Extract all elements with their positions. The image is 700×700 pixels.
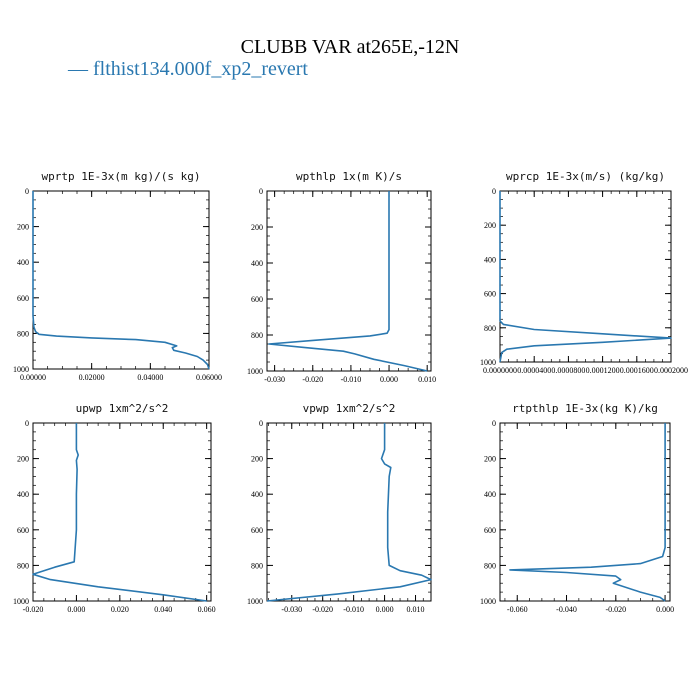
panel-title: wpthlp 1x(m K)/s: [296, 170, 402, 183]
x-tick-label: 0.010: [407, 605, 425, 614]
panel-title: rtpthlp 1E-3x(kg K)/kg: [512, 402, 658, 415]
x-tick-label: 0.010: [418, 375, 436, 384]
x-tick-label: 0.040: [154, 605, 172, 614]
figure-title: CLUBB VAR at265E,-12N: [240, 36, 460, 58]
y-tick-label: 1000: [13, 597, 29, 606]
series-line: [509, 423, 666, 602]
panel-title: wprtp 1E-3x(m kg)/(s kg): [42, 170, 201, 183]
plot-frame: [32, 422, 212, 602]
panel-title: upwp 1xm^2/s^2: [76, 402, 169, 415]
y-tick-label: 1000: [480, 358, 496, 367]
y-tick-label: 0: [259, 187, 263, 196]
x-tick-label: 0.000: [376, 605, 394, 614]
x-tick-label: 0.04000: [137, 373, 163, 382]
series-line: [32, 423, 207, 602]
x-tick-label: -0.030: [264, 375, 285, 384]
y-tick-label: 0: [492, 419, 496, 428]
x-tick-label: 0.0000400: [517, 366, 551, 375]
y-tick-label: 0: [25, 419, 29, 428]
y-tick-label: 0: [25, 187, 29, 196]
chart-panel-2: wpthlp 1x(m K)/s -0.030 -0.020 -0.010 0.000 0…: [247, 170, 436, 384]
chart-panel-5: vpwp 1xm^2/s^2 -0.030 -0.020 -0.010 0.000 0.0…: [247, 402, 432, 614]
y-tick-label: 1000: [247, 367, 263, 376]
y-tick-label: 200: [17, 223, 29, 232]
y-tick-label: 600: [484, 290, 496, 299]
x-tick-label: 0.020: [111, 605, 129, 614]
x-tick-label: 0.060: [198, 605, 216, 614]
y-tick-label: 1000: [247, 597, 263, 606]
x-tick-label: 0.00000: [20, 373, 46, 382]
y-tick-label: 600: [17, 294, 29, 303]
y-tick-label: 800: [484, 561, 496, 570]
plot-frame: [32, 190, 210, 370]
x-tick-label: -0.020: [302, 375, 323, 384]
y-tick-label: 400: [484, 255, 496, 264]
y-tick-label: 1000: [13, 365, 29, 374]
y-tick-label: 800: [17, 329, 29, 338]
plot-frame: [266, 422, 432, 602]
x-tick-label: 0.000: [67, 605, 85, 614]
panel-title: vpwp 1xm^2/s^2: [303, 402, 396, 415]
chart-panel-6: rtpthlp 1E-3x(kg K)/kg -0.060 -0.040 -0.020…: [480, 402, 674, 614]
series-line: [499, 191, 672, 363]
y-tick-label: 0: [259, 419, 263, 428]
x-tick-label: 0.0002000: [654, 366, 688, 375]
x-tick-label: 0.06000: [196, 373, 222, 382]
x-tick-label: -0.060: [507, 605, 528, 614]
x-tick-label: -0.020: [605, 605, 626, 614]
y-tick-label: 600: [484, 526, 496, 535]
y-tick-label: 600: [17, 526, 29, 535]
x-tick-label: 0.0000800: [551, 366, 585, 375]
x-tick-label: -0.020: [312, 605, 333, 614]
series-line: [32, 191, 210, 370]
x-tick-label: -0.010: [343, 605, 364, 614]
y-tick-label: 800: [484, 324, 496, 333]
x-tick-label: 0.000: [380, 375, 398, 384]
y-tick-label: 400: [17, 258, 29, 267]
y-tick-label: 400: [251, 259, 263, 268]
y-tick-label: 800: [251, 561, 263, 570]
x-tick-label: 0.000: [656, 605, 674, 614]
y-tick-label: 800: [17, 561, 29, 570]
y-tick-label: 1000: [480, 597, 496, 606]
y-tick-label: 200: [17, 455, 29, 464]
series-line: [268, 191, 428, 372]
x-tick-label: 0.0001600: [620, 366, 654, 375]
panel-title: wprcp 1E-3x(m/s) (kg/kg): [506, 170, 665, 183]
legend-entry: — flthist134.000f_xp2_revert: [68, 58, 308, 80]
y-tick-label: 600: [251, 295, 263, 304]
plot-frame: [266, 190, 432, 372]
y-tick-label: 200: [484, 455, 496, 464]
x-tick-label: -0.040: [556, 605, 577, 614]
y-tick-label: 800: [251, 331, 263, 340]
y-tick-label: 200: [251, 455, 263, 464]
y-tick-label: 200: [251, 223, 263, 232]
y-tick-label: 400: [484, 490, 496, 499]
x-tick-label: 0.02000: [79, 373, 105, 382]
y-tick-label: 200: [484, 221, 496, 230]
series-line: [266, 423, 432, 602]
x-tick-label: -0.020: [23, 605, 44, 614]
chart-panel-4: upwp 1xm^2/s^2 -0.020 0.000 0.020 0.040 0.060…: [13, 402, 216, 614]
x-tick-label: 0.0001200: [586, 366, 620, 375]
chart-panel-1: wprtp 1E-3x(m kg)/(s kg) 0.00000 0.02000 0.…: [13, 170, 222, 382]
y-tick-label: 0: [492, 187, 496, 196]
x-tick-label: 0.0000000: [483, 366, 517, 375]
y-tick-label: 600: [251, 526, 263, 535]
x-tick-label: -0.030: [281, 605, 302, 614]
y-tick-label: 400: [251, 490, 263, 499]
chart-panel-3: wprcp 1E-3x(m/s) (kg/kg) 0.0000000 0.00004…: [480, 170, 688, 375]
y-tick-label: 400: [17, 490, 29, 499]
x-tick-label: -0.010: [341, 375, 362, 384]
